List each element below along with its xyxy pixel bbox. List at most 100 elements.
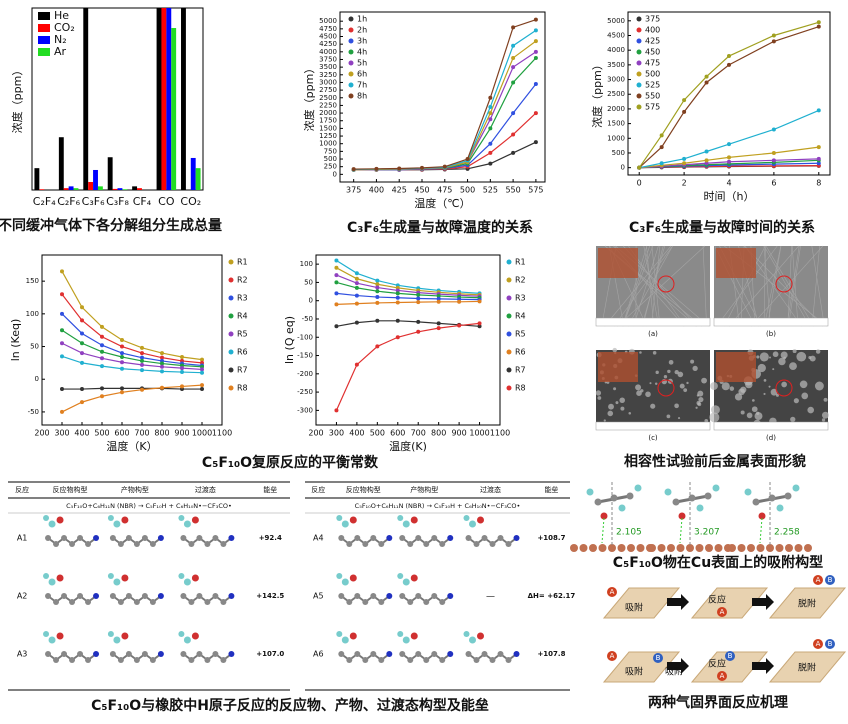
- sem-texture: [790, 417, 795, 422]
- cu-atom: [637, 544, 645, 552]
- data-point: [637, 166, 641, 170]
- legend-label: Ar: [54, 45, 67, 58]
- data-point: [705, 158, 709, 162]
- y-tick-label: 50: [30, 343, 39, 351]
- atom: [627, 493, 634, 500]
- atom: [69, 541, 75, 547]
- atom: [69, 599, 75, 605]
- atom: [85, 657, 91, 663]
- legend-marker: [507, 296, 512, 301]
- atom: [397, 631, 403, 637]
- legend-marker: [229, 314, 234, 319]
- atom: [45, 651, 51, 657]
- legend-label: R8: [515, 384, 526, 393]
- legend-label: 525: [645, 81, 660, 90]
- sem-texture: [763, 393, 765, 395]
- atom: [77, 535, 83, 541]
- atom: [57, 633, 64, 640]
- bar: [122, 189, 127, 190]
- data-point: [772, 33, 776, 37]
- data-point: [60, 328, 64, 332]
- data-point: [334, 266, 338, 270]
- legend-label: 400: [645, 26, 660, 35]
- legend-marker: [349, 50, 354, 55]
- molecule: [336, 515, 392, 547]
- cu-atom: [618, 544, 626, 552]
- sem-inset: [598, 248, 638, 278]
- x-tick-label: 900: [451, 429, 466, 438]
- series-line: [354, 113, 536, 170]
- atom: [407, 599, 413, 605]
- y-tick-label: 0: [333, 170, 337, 178]
- data-point: [466, 157, 470, 161]
- cu-atom: [776, 544, 784, 552]
- sem-texture: [615, 401, 618, 404]
- bar: [113, 189, 118, 190]
- data-point: [200, 383, 204, 387]
- sem-texture: [769, 356, 771, 358]
- atom: [49, 637, 56, 644]
- data-point: [396, 319, 400, 323]
- molecule: [108, 515, 164, 547]
- data-point: [396, 301, 400, 305]
- sem-texture: [756, 355, 759, 358]
- data-point: [534, 18, 538, 22]
- energy: +107.0: [256, 650, 284, 658]
- data-point: [180, 355, 184, 359]
- sem-texture: [824, 398, 828, 402]
- legend-label: R3: [237, 294, 248, 303]
- data-point: [334, 408, 338, 412]
- sem-texture: [760, 352, 769, 361]
- y-tick-label: 4000: [607, 46, 625, 54]
- sem-image: [714, 246, 828, 326]
- sem-texture: [669, 360, 674, 365]
- data-point: [772, 39, 776, 43]
- legend-marker: [229, 296, 234, 301]
- data-point: [817, 25, 821, 29]
- atom: [57, 517, 64, 524]
- data-point: [80, 387, 84, 391]
- molecule: [178, 515, 234, 547]
- legend-marker: [507, 386, 512, 391]
- data-point: [682, 110, 686, 114]
- step-label: 吸附: [625, 602, 643, 614]
- sem-image: [596, 348, 710, 430]
- sem-texture: [667, 370, 670, 373]
- legend-marker: [637, 17, 642, 22]
- sem-texture: [698, 397, 703, 402]
- sem-texture: [656, 371, 659, 374]
- data-point: [355, 281, 359, 285]
- data-point: [416, 293, 420, 297]
- sem-texture: [796, 352, 806, 362]
- y-tick-label: 100: [26, 310, 39, 318]
- cu-atom: [747, 544, 755, 552]
- y-tick-label: -150: [297, 352, 313, 360]
- atom: [346, 541, 352, 547]
- atom: [338, 593, 344, 599]
- atom: [439, 599, 445, 605]
- table-header: 过渡态: [480, 485, 501, 494]
- data-point: [660, 133, 664, 137]
- atom: [338, 535, 344, 541]
- data-point: [334, 291, 338, 295]
- data-point: [772, 158, 776, 162]
- bar: [98, 186, 103, 190]
- atom: [61, 593, 67, 599]
- atom: [150, 599, 156, 605]
- atom: [397, 573, 403, 579]
- legend-marker: [637, 61, 642, 66]
- data-point: [534, 111, 538, 115]
- atom: [220, 599, 226, 605]
- legend-label: R6: [515, 348, 526, 357]
- cu-atom: [738, 544, 746, 552]
- molecule: [587, 485, 642, 520]
- atom: [407, 657, 413, 663]
- atom: [362, 599, 368, 605]
- data-point: [511, 65, 515, 69]
- sem-label: (b): [766, 330, 776, 338]
- species-label: A: [610, 652, 615, 660]
- atom: [121, 517, 128, 524]
- adsorb-distance: [680, 518, 682, 543]
- sem-texture: [686, 382, 688, 384]
- sem-texture: [735, 393, 742, 400]
